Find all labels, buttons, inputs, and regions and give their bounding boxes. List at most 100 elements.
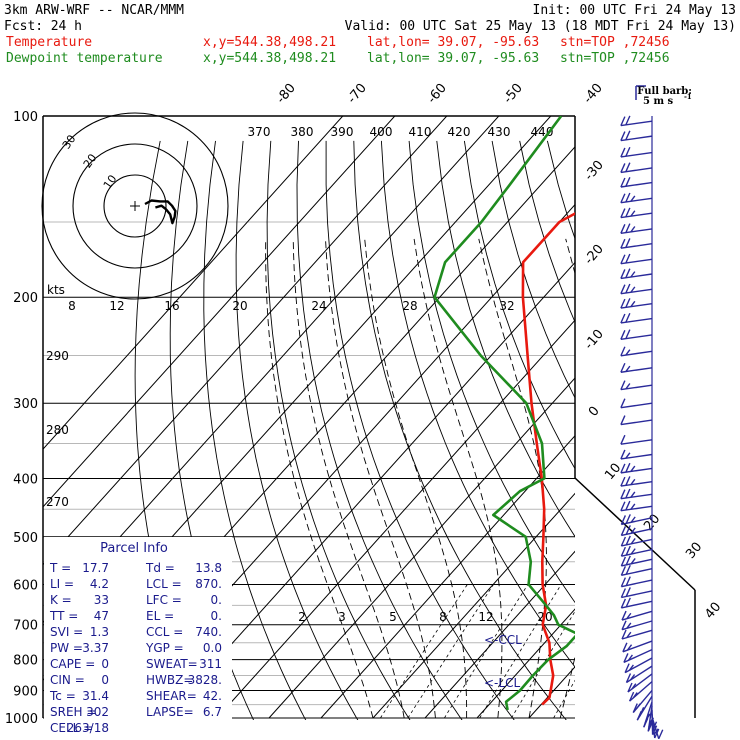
wind-barbs xyxy=(620,115,664,740)
wind-barb xyxy=(620,268,653,280)
pressure-label: 100 xyxy=(13,110,38,125)
mixing-ratio-label: 5 xyxy=(389,610,397,624)
dewpoint-profile xyxy=(433,116,575,711)
barb-legend-value: 5 m s xyxy=(643,96,674,107)
wind-barb xyxy=(620,115,653,127)
isotherm-label: -40 xyxy=(581,81,606,107)
parcel-info-cell: T = xyxy=(49,561,71,575)
isotherm-line xyxy=(216,319,575,719)
wind-barb xyxy=(620,192,653,204)
wind-barb xyxy=(620,146,653,158)
hodo-speed-label: 12 xyxy=(109,299,124,313)
barb-legend-sup: -1 xyxy=(684,92,692,101)
theta-label: 430 xyxy=(488,125,511,139)
isotherm-line xyxy=(581,116,740,718)
parcel-info-cell: 33 xyxy=(94,593,109,607)
wind-barb xyxy=(643,701,653,728)
wind-barb xyxy=(621,620,653,631)
dry-adiabat xyxy=(491,140,575,399)
hodograph-ring-label: 10 xyxy=(101,173,120,192)
pressure-label: 900 xyxy=(13,684,38,699)
wind-barb xyxy=(620,535,653,547)
mixing-ratio-line xyxy=(380,584,468,719)
isotherm-label: -30 xyxy=(582,158,607,184)
legend-temperature-stn: stn=TOP ,72456 xyxy=(560,35,670,50)
theta-label: 410 xyxy=(409,125,432,139)
wind-barb xyxy=(628,681,653,702)
isotherm-line xyxy=(268,377,575,719)
theta-label: 390 xyxy=(331,125,354,139)
dry-adiabat xyxy=(408,140,575,604)
parcel-info-cell: 740. xyxy=(195,625,222,639)
mixing-ratio-label: 3 xyxy=(338,610,346,624)
parcel-info-cell: SVI = xyxy=(50,625,83,639)
parcel-info-cell: 4.2 xyxy=(90,577,109,591)
moist-adiabat xyxy=(591,239,680,718)
parcel-info-cell: 0 xyxy=(101,657,109,671)
parcel-info-title: Parcel Info xyxy=(100,541,168,556)
frame-diagonal xyxy=(574,477,696,591)
pressure-label: 800 xyxy=(13,654,38,669)
parcel-info-cell: LAPSE= xyxy=(146,705,194,719)
theta-label: 400 xyxy=(370,125,393,139)
wind-barb xyxy=(620,500,653,512)
lcl-marker: <-LCL xyxy=(484,676,520,690)
isotherm-label: -10 xyxy=(582,327,607,353)
wind-barb xyxy=(620,576,653,588)
wind-barb xyxy=(620,564,653,577)
parcel-info-cell: TT = xyxy=(49,609,78,623)
hodo-speed-label: 28 xyxy=(402,299,417,313)
model-title: 3km ARW-WRF -- NCAR/MMM xyxy=(4,3,184,18)
isotherm-line xyxy=(320,435,575,719)
isotherm-label: -70 xyxy=(345,81,370,107)
wind-barb xyxy=(620,346,653,357)
dry-adiabat xyxy=(436,140,575,538)
wind-barb xyxy=(620,298,653,309)
legend-dewpoint-latlon: lat,lon= 39.07, -95.63 xyxy=(367,51,539,66)
wind-barb xyxy=(620,587,653,599)
ccl-marker: <-CCL xyxy=(484,633,522,647)
wind-barb xyxy=(620,398,653,409)
dry-adiabat xyxy=(658,141,740,731)
parcel-info-cell: 3828. xyxy=(188,673,222,687)
legend-temperature-xy: x,y=544.38,498.21 xyxy=(203,35,336,50)
hodograph-ring xyxy=(103,174,167,238)
wind-barb xyxy=(620,207,653,219)
dry-adiabat xyxy=(296,140,463,720)
pressure-label: 1000 xyxy=(5,712,38,727)
dry-adiabat-label: 290 xyxy=(46,349,69,363)
wind-barb xyxy=(620,223,653,235)
parcel-info-cell: 47 xyxy=(94,609,109,623)
wind-barb xyxy=(622,640,653,653)
wind-barb xyxy=(620,253,653,265)
wind-barb xyxy=(647,705,654,732)
parcel-info-cell: 42. xyxy=(203,689,222,703)
barb-legend-title: Full barb: xyxy=(637,86,692,97)
isotherm-line xyxy=(528,666,575,719)
dry-adiabat xyxy=(266,140,411,720)
wind-barb xyxy=(621,629,653,640)
parcel-info-cell: 263/18 xyxy=(67,721,109,735)
dry-adiabat xyxy=(203,140,307,720)
mixing-ratio-line xyxy=(479,584,562,719)
hodograph-ring-label: 30 xyxy=(60,133,79,152)
wind-barb xyxy=(620,283,653,295)
isotherm-line xyxy=(424,550,575,719)
parcel-info-cell: 0 xyxy=(101,673,109,687)
dry-adiabat xyxy=(235,140,359,720)
isotherm-line xyxy=(43,116,448,566)
parcel-info-cell: LFC = xyxy=(146,593,182,607)
parcel-info-cell: LCL = xyxy=(146,577,182,591)
wind-barb xyxy=(620,462,653,474)
hodo-speed-label: 16 xyxy=(164,299,179,313)
hodograph-ring xyxy=(41,112,229,300)
wind-barb xyxy=(620,329,653,341)
parcel-info-cell: SHEAR= xyxy=(146,689,197,703)
parcel-info-cell: YGP = xyxy=(145,641,184,655)
isotherm-label: 40 xyxy=(702,600,724,622)
parcel-info-cell: 0. xyxy=(211,593,222,607)
wind-barb xyxy=(620,362,653,373)
isotherm-line xyxy=(633,116,740,718)
wind-barb xyxy=(620,449,653,460)
isotherm-line xyxy=(43,116,344,450)
